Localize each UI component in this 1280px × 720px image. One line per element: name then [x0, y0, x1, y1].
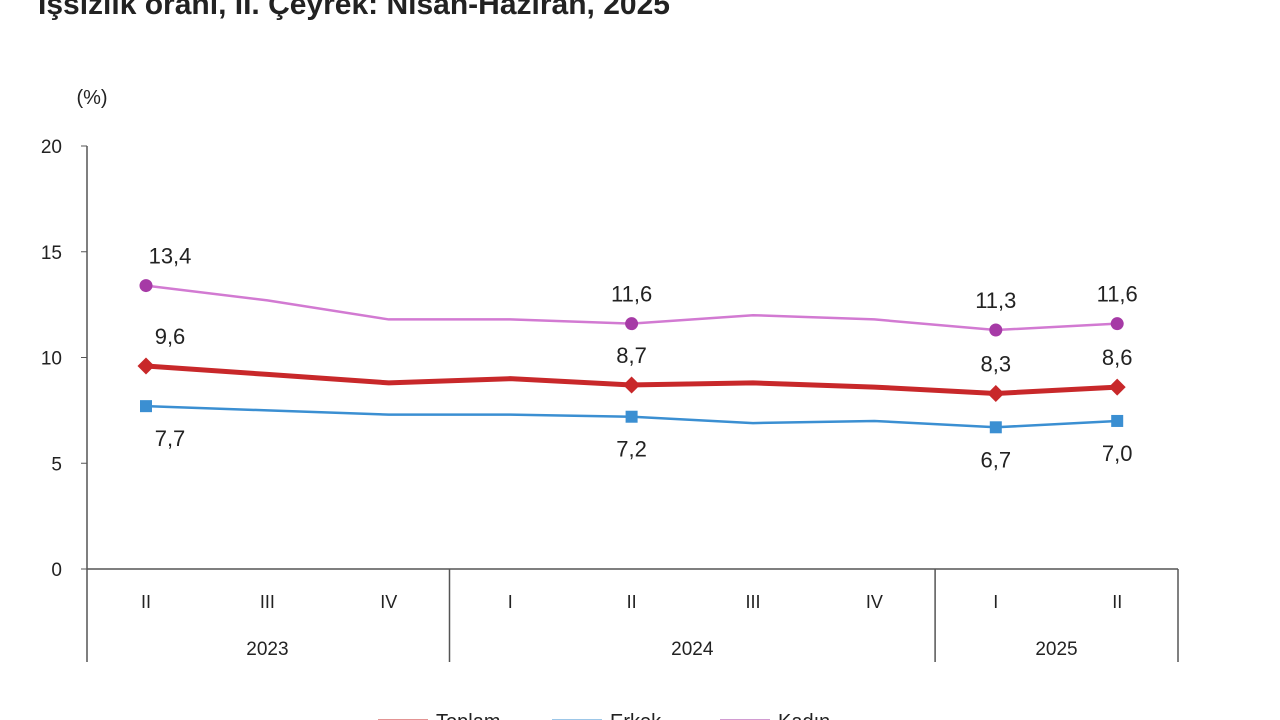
- x-tick-label: II: [1112, 592, 1122, 612]
- data-point: [989, 421, 1002, 434]
- data-point: [623, 376, 641, 394]
- data-label: 7,7: [155, 426, 186, 451]
- data-point: [1108, 378, 1126, 396]
- data-point: [139, 279, 153, 293]
- x-tick-label: III: [260, 592, 275, 612]
- data-point: [987, 384, 1005, 402]
- data-point: [137, 357, 155, 375]
- y-axis-label: (%): [76, 87, 107, 109]
- legend-label: Toplam: [436, 711, 500, 720]
- data-point: [140, 400, 152, 413]
- data-point: [625, 317, 639, 331]
- x-tick-label: I: [508, 592, 513, 612]
- chart-title: İşsizlik oranı, II. Çeyrek: Nisan-Hazira…: [38, 0, 670, 21]
- data-point: [989, 323, 1003, 337]
- y-tick-label: 5: [51, 454, 62, 475]
- legend-label: Kadın: [778, 711, 830, 720]
- y-tick-label: 20: [41, 137, 62, 158]
- y-tick-label: 0: [51, 560, 62, 581]
- data-label: 11,6: [611, 282, 652, 307]
- data-label: 6,7: [981, 447, 1012, 472]
- data-label: 9,6: [155, 324, 186, 349]
- x-tick-label: II: [141, 592, 151, 612]
- data-label: 8,3: [981, 351, 1012, 376]
- x-tick-label: I: [993, 592, 998, 612]
- data-label: 11,6: [1097, 282, 1138, 307]
- legend-label: Erkek: [610, 711, 662, 720]
- data-label: 8,7: [616, 343, 647, 368]
- x-tick-label: IV: [380, 592, 397, 612]
- data-label: 13,4: [149, 244, 192, 269]
- y-tick-label: 10: [41, 349, 62, 370]
- data-point: [1111, 414, 1124, 427]
- data-label: 7,0: [1102, 441, 1133, 466]
- data-label: 8,6: [1102, 345, 1133, 370]
- x-tick-label: II: [627, 592, 637, 612]
- x-tick-label: III: [745, 592, 760, 612]
- y-tick-label: 15: [41, 243, 62, 264]
- data-label: 7,2: [616, 437, 647, 462]
- data-point: [625, 410, 638, 423]
- data-point: [1110, 317, 1124, 331]
- data-label: 11,3: [975, 288, 1016, 313]
- year-label: 2024: [671, 639, 714, 660]
- x-tick-label: IV: [866, 592, 883, 612]
- year-label: 2023: [246, 639, 288, 660]
- year-label: 2025: [1035, 639, 1077, 660]
